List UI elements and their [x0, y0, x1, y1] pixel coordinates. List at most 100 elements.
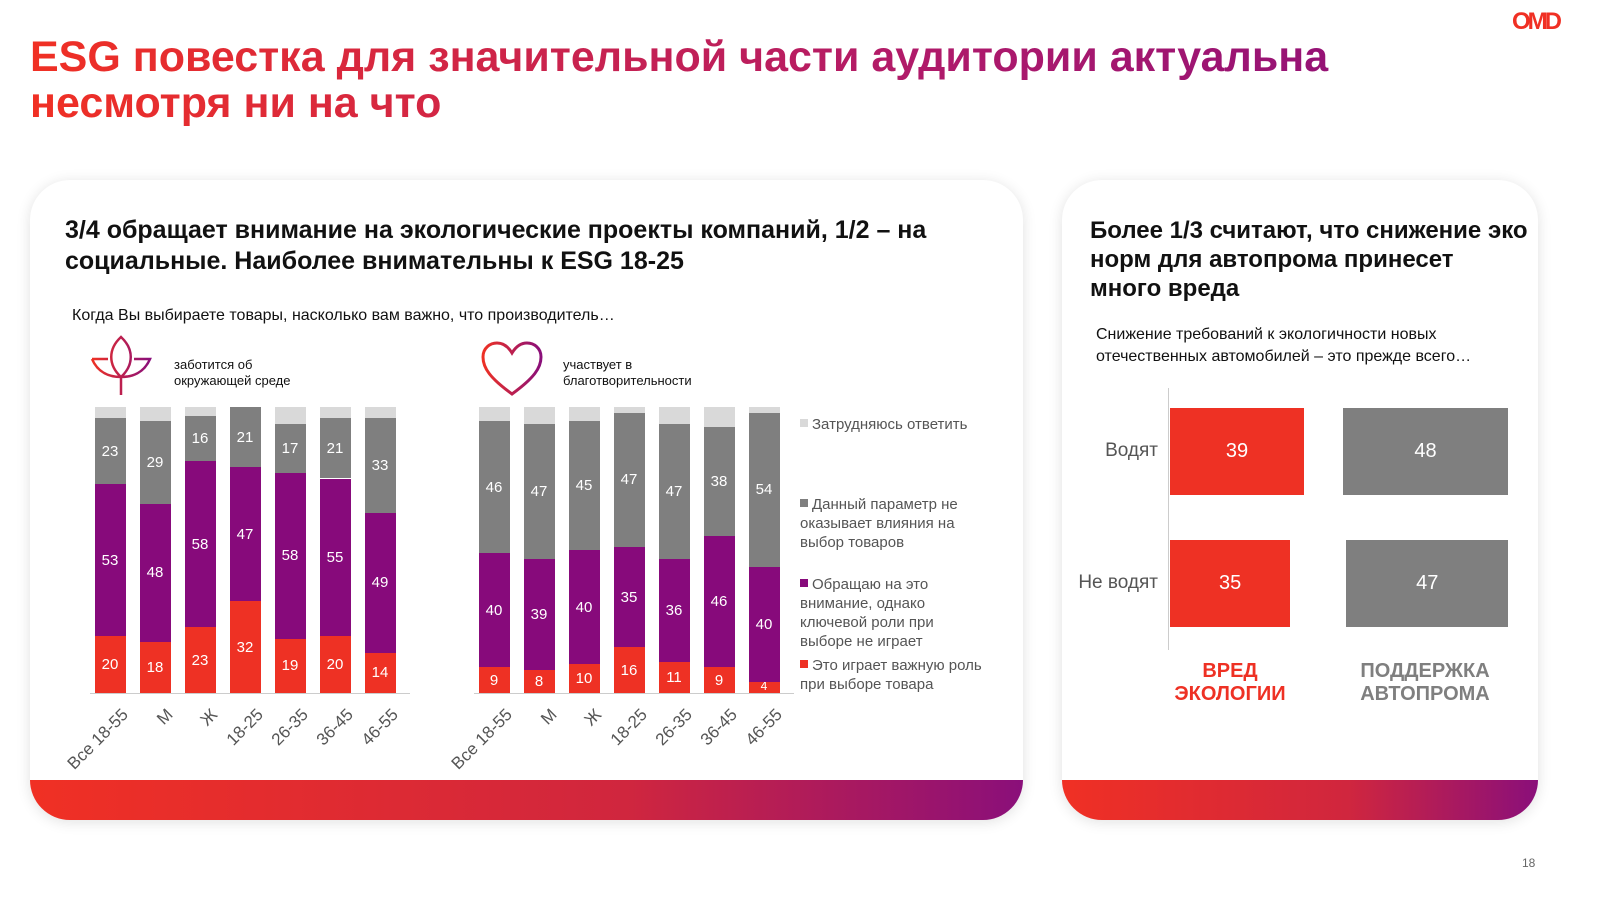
- left-heading: 3/4 обращает внимание на экологические п…: [65, 216, 927, 275]
- data-label: 47: [665, 482, 683, 500]
- data-label: 47: [530, 482, 548, 500]
- bar-segment: 9: [478, 667, 510, 693]
- legend-item: Данный параметр не оказывает влияния на …: [800, 496, 958, 551]
- bar-segment: 55: [319, 478, 351, 636]
- data-label: 33: [371, 457, 389, 475]
- bar-segment: 4: [748, 679, 780, 693]
- bar-segment: [703, 407, 735, 428]
- bar-segment: 16: [184, 415, 216, 462]
- legend-item: Обращаю на это внимание, однако ключевой…: [800, 576, 934, 650]
- bar-segment: 54: [748, 412, 780, 568]
- data-label: 40: [485, 601, 503, 619]
- data-label: 46: [710, 592, 728, 610]
- data-label: 8: [534, 673, 544, 691]
- data-label: 10: [575, 670, 593, 688]
- bar: 39: [1170, 408, 1305, 495]
- data-label: 47: [620, 471, 638, 489]
- bar: 48: [1343, 408, 1508, 495]
- data-label: 40: [575, 598, 593, 616]
- data-label: 47: [1416, 572, 1439, 594]
- data-label: 16: [191, 429, 209, 447]
- bar-segment: 47: [229, 467, 261, 602]
- data-label: 23: [191, 651, 209, 669]
- bar-segment: 16: [613, 647, 645, 693]
- page-number: 18: [1522, 856, 1536, 870]
- data-label: 53: [101, 551, 119, 569]
- legend-item: Затрудняюсь ответить: [800, 415, 990, 434]
- bar: 35: [1170, 540, 1291, 627]
- omd-logo: OMD: [1512, 8, 1562, 35]
- bar-segment: 20: [94, 635, 126, 693]
- data-label: 16: [620, 661, 638, 679]
- bar-segment: 9: [703, 667, 735, 693]
- bar-segment: [274, 407, 306, 425]
- bar-segment: [139, 407, 171, 422]
- bar-segment: 35: [613, 547, 645, 648]
- data-label: 39: [1225, 440, 1249, 462]
- bar-segment: 10: [568, 664, 600, 693]
- data-label: 46: [485, 478, 503, 496]
- data-label: 38: [710, 472, 728, 490]
- data-label: 55: [326, 548, 344, 566]
- bar-segment: 19: [274, 638, 306, 693]
- bar-segment: 49: [364, 512, 396, 653]
- data-label: 20: [101, 655, 119, 673]
- bar-segment: [613, 407, 645, 413]
- data-label: 17: [281, 439, 299, 457]
- data-label: 47: [236, 525, 254, 543]
- bar-segment: 11: [658, 661, 690, 693]
- bar-segment: 21: [319, 418, 351, 479]
- data-label: 48: [1414, 440, 1437, 462]
- bar-segment: 36: [658, 558, 690, 662]
- x-axis: [474, 693, 794, 694]
- data-label: 14: [371, 664, 389, 682]
- data-label: 9: [489, 671, 499, 689]
- right-card: [1062, 180, 1538, 820]
- bar-segment: 21: [229, 407, 261, 468]
- data-label: 29: [146, 454, 164, 472]
- data-label: 49: [371, 574, 389, 592]
- row-label: Не водят: [1078, 572, 1158, 593]
- heart-icon: [481, 341, 543, 396]
- bar-segment: [523, 407, 555, 425]
- left-question: Когда Вы выбираете товары, насколько вам…: [72, 307, 615, 324]
- bar-segment: 58: [274, 472, 306, 639]
- right-heading: Более 1/3 считают, что снижение эко норм…: [1090, 217, 1528, 302]
- bar-segment: 33: [364, 418, 396, 513]
- data-label: 21: [236, 428, 254, 446]
- category-label: ПОДДЕРЖКА АВТОПРОМА: [1360, 660, 1490, 705]
- bar-segment: 40: [568, 550, 600, 665]
- data-label: 48: [146, 564, 164, 582]
- bar-segment: 23: [184, 627, 216, 693]
- bar-segment: 47: [658, 424, 690, 559]
- data-label: 20: [326, 655, 344, 673]
- data-label: 23: [101, 442, 119, 460]
- data-label: 45: [575, 477, 593, 495]
- page-title: ESG повестка для значительной части ауди…: [30, 34, 1510, 126]
- bar-segment: 58: [184, 461, 216, 628]
- data-label: 39: [530, 605, 548, 623]
- bar-segment: [184, 407, 216, 416]
- bar-segment: [568, 407, 600, 422]
- data-label: 9: [714, 671, 724, 689]
- data-label: 11: [666, 668, 682, 686]
- row-label: Водят: [1105, 440, 1158, 461]
- bar-segment: [364, 407, 396, 419]
- data-label: 32: [236, 638, 254, 656]
- card-footer-bar: [1062, 780, 1538, 820]
- bar-segment: 40: [748, 567, 780, 682]
- bar-segment: 23: [94, 418, 126, 485]
- x-axis: [90, 693, 410, 694]
- bar: 47: [1346, 540, 1508, 627]
- axis-line: [1168, 388, 1169, 650]
- bar-segment: 45: [568, 421, 600, 550]
- right-question: Снижение требований к экологичности новы…: [1096, 326, 1472, 365]
- card-footer-bar: [30, 780, 1023, 820]
- data-label: 36: [665, 601, 683, 619]
- bar-segment: 14: [364, 652, 396, 693]
- bar-segment: 38: [703, 427, 735, 536]
- leaf-icon: [90, 335, 152, 395]
- data-label: 54: [755, 481, 773, 499]
- data-label: 58: [281, 547, 299, 565]
- data-label: 58: [191, 535, 209, 553]
